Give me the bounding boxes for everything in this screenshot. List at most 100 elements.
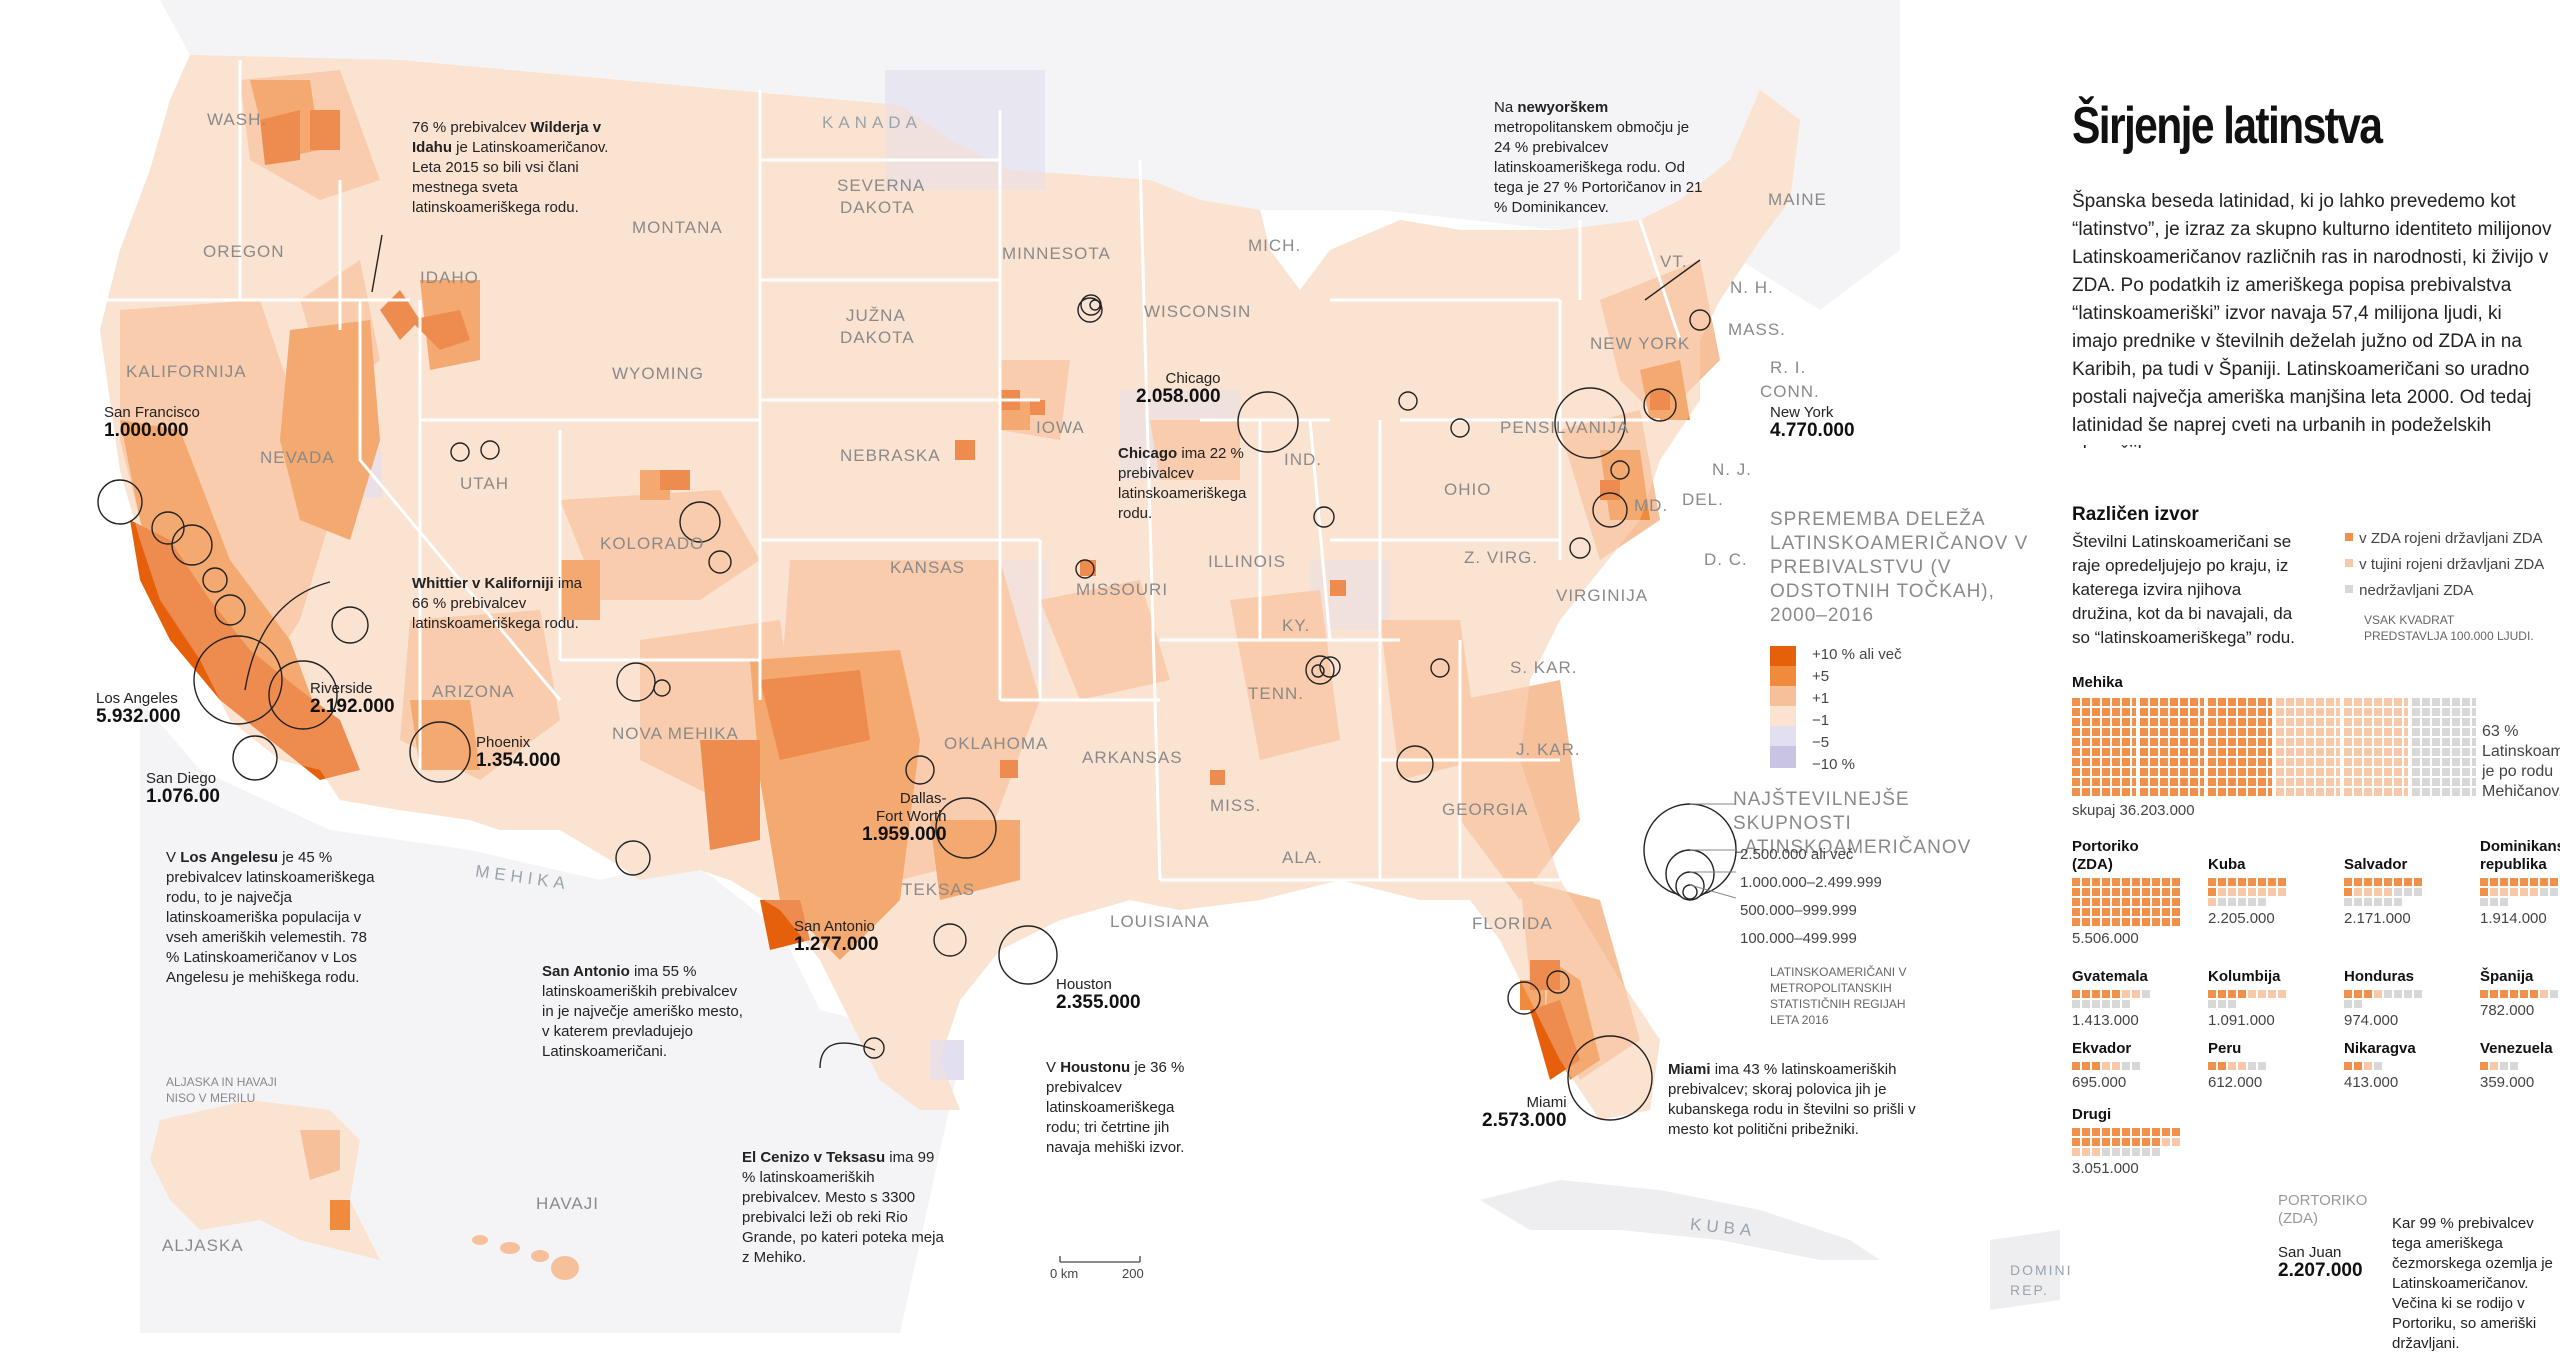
origin-square xyxy=(2132,1062,2140,1070)
origin-square xyxy=(2394,888,2402,896)
origin-square xyxy=(2510,888,2518,896)
state-wyoming: WYOMING xyxy=(612,364,704,383)
origin-square xyxy=(2404,990,2412,998)
alaska-hawaii-note: ALJASKA IN HAVAJI NISO V MERILU xyxy=(166,1075,277,1105)
origin-square xyxy=(2102,888,2110,896)
origin-group: Peru 612.000 xyxy=(2208,1040,2288,1091)
origin-square xyxy=(2122,1000,2130,1008)
origin-square xyxy=(2520,878,2528,886)
origin-square xyxy=(2510,1062,2518,1070)
origin-group-name: Dominikanska xyxy=(2480,838,2560,855)
origin-group-name: Gvatemala xyxy=(2072,968,2148,985)
origin-group-name: Honduras xyxy=(2344,968,2415,985)
origin-square xyxy=(2102,1000,2110,1008)
origin-square xyxy=(2520,990,2528,998)
origin-square xyxy=(2258,1062,2266,1070)
origin-square xyxy=(2228,990,2236,998)
hawaii-label: HAVAJI xyxy=(536,1194,599,1213)
note-los-angeles: V Los Angelesu je 45 % prebivalcev latin… xyxy=(166,849,375,986)
state-arkansas: ARKANSAS xyxy=(1082,748,1183,767)
origin-group-value: 695.000 xyxy=(2072,1074,2127,1091)
origin-square xyxy=(2152,878,2160,886)
state-texas: TEKSAS xyxy=(902,880,976,899)
origin-group-squares xyxy=(2344,878,2424,908)
state-missouri: MISSOURI xyxy=(1076,580,1169,599)
note-chicago: Chicago ima 22 % prebivalcev latinskoame… xyxy=(1118,445,1247,522)
origin-square xyxy=(2530,990,2538,998)
origin-square xyxy=(2132,898,2140,906)
origin-square xyxy=(2278,990,2286,998)
origin-square xyxy=(2112,1128,2120,1136)
state-montana: MONTANA xyxy=(632,218,723,237)
origin-square xyxy=(2082,1000,2090,1008)
legend-change-swatches xyxy=(1770,646,1796,768)
origin-square xyxy=(2092,1062,2100,1070)
origin-square xyxy=(2172,1128,2180,1136)
origin-square xyxy=(2248,990,2256,998)
origin-group: Španija 782.000 xyxy=(2480,968,2560,1019)
origin-square xyxy=(2082,1062,2090,1070)
origin-square xyxy=(2344,888,2352,896)
origin-square xyxy=(2540,888,2548,896)
note-whittier: Whittier v Kaliforniji ima 66 % prebival… xyxy=(412,575,583,632)
origin-square xyxy=(2480,898,2488,906)
origin-square xyxy=(2394,878,2402,886)
origin-square xyxy=(2480,888,2488,896)
origin-square xyxy=(2142,918,2150,926)
origin-square xyxy=(2082,908,2090,916)
city-san-diego: San Diego 1.076.00 xyxy=(146,770,220,807)
origin-group-value: 974.000 xyxy=(2344,1012,2399,1029)
origin-square xyxy=(2142,1148,2150,1156)
origin-square xyxy=(2122,1128,2130,1136)
origin-square xyxy=(2172,898,2180,906)
state-ny: NEW YORK xyxy=(1590,334,1691,353)
origin-legend-foreign-born: v tujini rojeni državljani ZDA xyxy=(2345,556,2544,573)
origin-group-squares xyxy=(2072,878,2182,928)
city-riverside: Riverside 2.192.000 xyxy=(310,680,395,717)
pr-inset-label: PORTORIKO (ZDA) xyxy=(2278,1192,2368,1227)
origin-square xyxy=(2344,1062,2352,1070)
origin-square xyxy=(2344,990,2352,998)
origin-square xyxy=(2218,1000,2226,1008)
origin-square xyxy=(2122,878,2130,886)
origin-square xyxy=(2072,1128,2080,1136)
origin-square xyxy=(2072,878,2080,886)
origin-square xyxy=(2172,918,2180,926)
state-md: MD. xyxy=(1634,496,1669,515)
origin-square xyxy=(2374,878,2382,886)
origin-square xyxy=(2510,990,2518,998)
city-san-francisco: San Francisco 1.000.000 xyxy=(104,404,200,441)
origin-square xyxy=(2364,1062,2372,1070)
origin-square xyxy=(2112,1138,2120,1146)
origin-square xyxy=(2162,1138,2170,1146)
state-vt: VT. xyxy=(1660,252,1688,271)
city-san-antonio: San Antonio 1.277.000 xyxy=(794,918,879,955)
origin-square xyxy=(2500,898,2508,906)
origin-square xyxy=(2384,898,2392,906)
origin-group: Nikaragva 413.000 xyxy=(2344,1040,2424,1091)
state-nd2: DAKOTA xyxy=(840,198,915,217)
origin-square xyxy=(2152,918,2160,926)
origin-square xyxy=(2112,878,2120,886)
state-colorado: KOLORADO xyxy=(600,534,705,553)
city-phoenix: Phoenix 1.354.000 xyxy=(476,734,561,771)
state-skar: S. KAR. xyxy=(1510,658,1578,677)
legend-tick-3: −1 xyxy=(1812,712,1830,729)
origin-group-value: 1.091.000 xyxy=(2208,1012,2275,1029)
state-georgia: GEORGIA xyxy=(1442,800,1529,819)
origin-square xyxy=(2102,878,2110,886)
origin-square xyxy=(2102,898,2110,906)
origin-square xyxy=(2530,888,2538,896)
origin-square xyxy=(2132,878,2140,886)
origin-square xyxy=(2490,888,2498,896)
origin-group-value: 5.506.000 xyxy=(2072,930,2139,947)
state-maine: MAINE xyxy=(1768,190,1827,209)
note-houston: V Houstonu je 36 % prebivalcev latinskoa… xyxy=(1046,1059,1185,1156)
origin-square xyxy=(2540,990,2548,998)
origin-heading: Različen izvor xyxy=(2072,504,2199,525)
origin-square xyxy=(2162,908,2170,916)
swatch-minus5 xyxy=(1770,746,1796,768)
origin-group-name: Portoriko xyxy=(2072,838,2139,855)
origin-group-value: 2.171.000 xyxy=(2344,910,2411,927)
legend-size-2: 500.000–999.999 xyxy=(1740,902,1857,919)
